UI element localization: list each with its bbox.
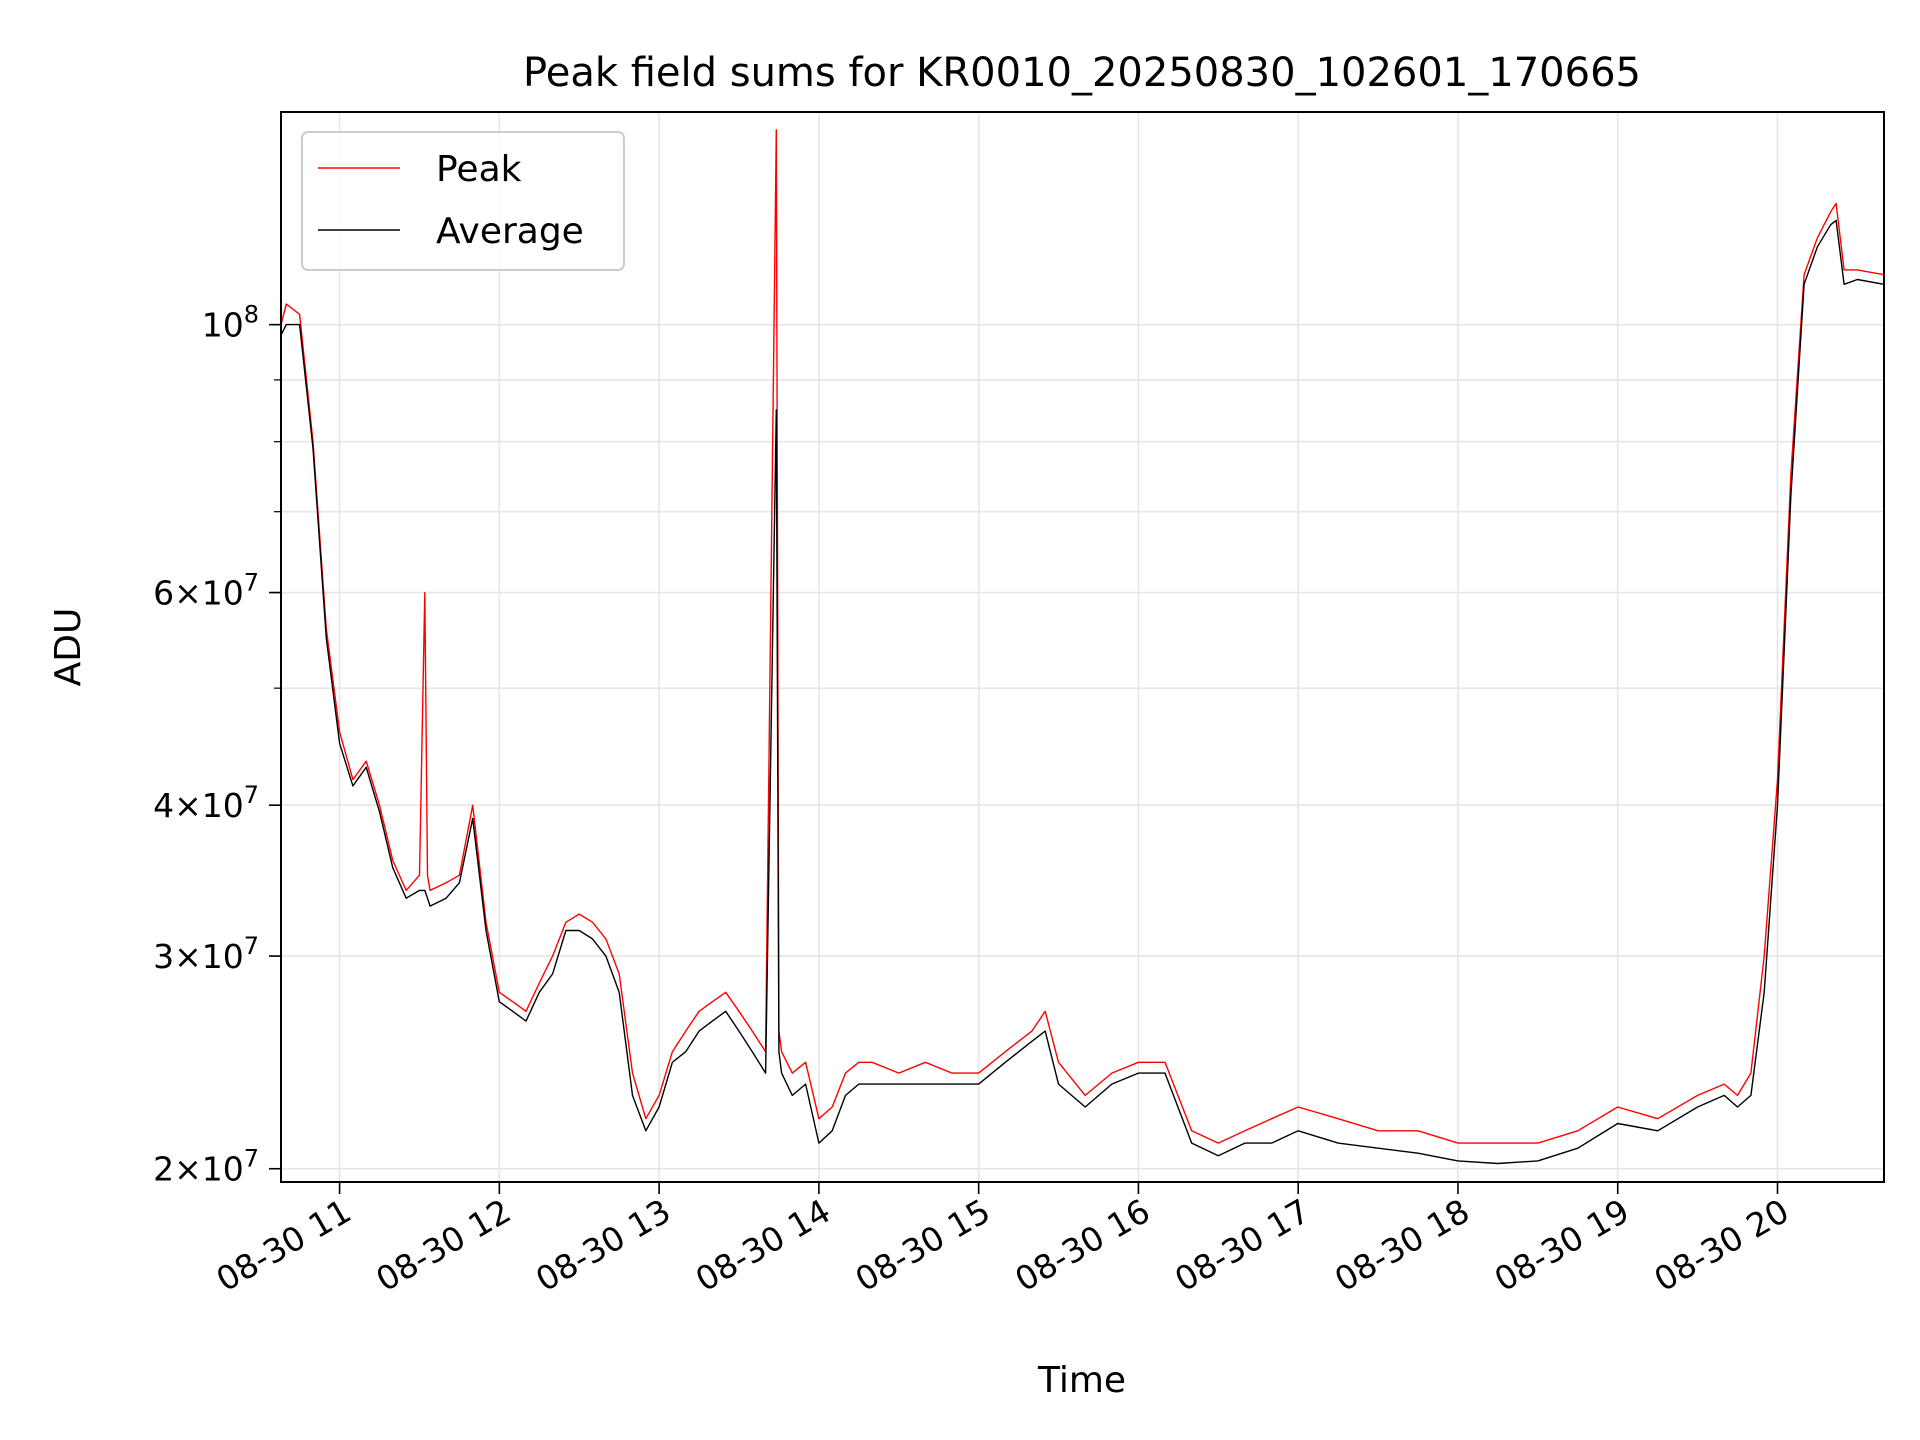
x-tick-label: 08-30 16 [1008,1191,1156,1299]
y-tick-label: 4×107 [153,781,259,825]
x-tick-label: 08-30 19 [1488,1191,1636,1299]
series-layer [280,129,1885,1165]
legend-label-peak: Peak [436,149,522,190]
series-line-average [280,219,1885,1165]
y-tick-label: 2×107 [153,1145,259,1189]
series-line-peak [280,129,1885,1144]
x-axis-label: Time [1037,1360,1126,1401]
x-tick-label: 08-30 11 [210,1191,358,1299]
x-tick-label: 08-30 14 [689,1191,837,1299]
legend-label-average: Average [436,211,584,252]
legend-box [301,131,625,271]
x-tick-label: 08-30 17 [1168,1191,1316,1299]
x-tick-label: 08-30 12 [369,1191,517,1299]
x-tick-label: 08-30 13 [529,1191,677,1299]
x-tick-label: 08-30 15 [849,1191,997,1299]
legend: Peak Average [301,131,625,271]
grid [281,112,1884,1182]
y-tick-label: 6×107 [153,569,259,613]
y-axis-label: ADU [48,608,89,687]
plot-frame [280,111,1885,1183]
y-axis: 2×107 3×107 4×107 6×107 108 [153,301,281,1189]
y-tick-label: 3×107 [153,932,259,976]
x-tick-label: 08-30 18 [1328,1191,1476,1299]
chart-title: Peak field sums for KR0010_20250830_1026… [523,50,1641,96]
y-tick-label: 108 [202,301,259,345]
x-axis: 08-30 11 08-30 12 08-30 13 08-30 14 08-30 15… [210,1182,1795,1299]
x-tick-label: 08-30 20 [1647,1191,1795,1299]
